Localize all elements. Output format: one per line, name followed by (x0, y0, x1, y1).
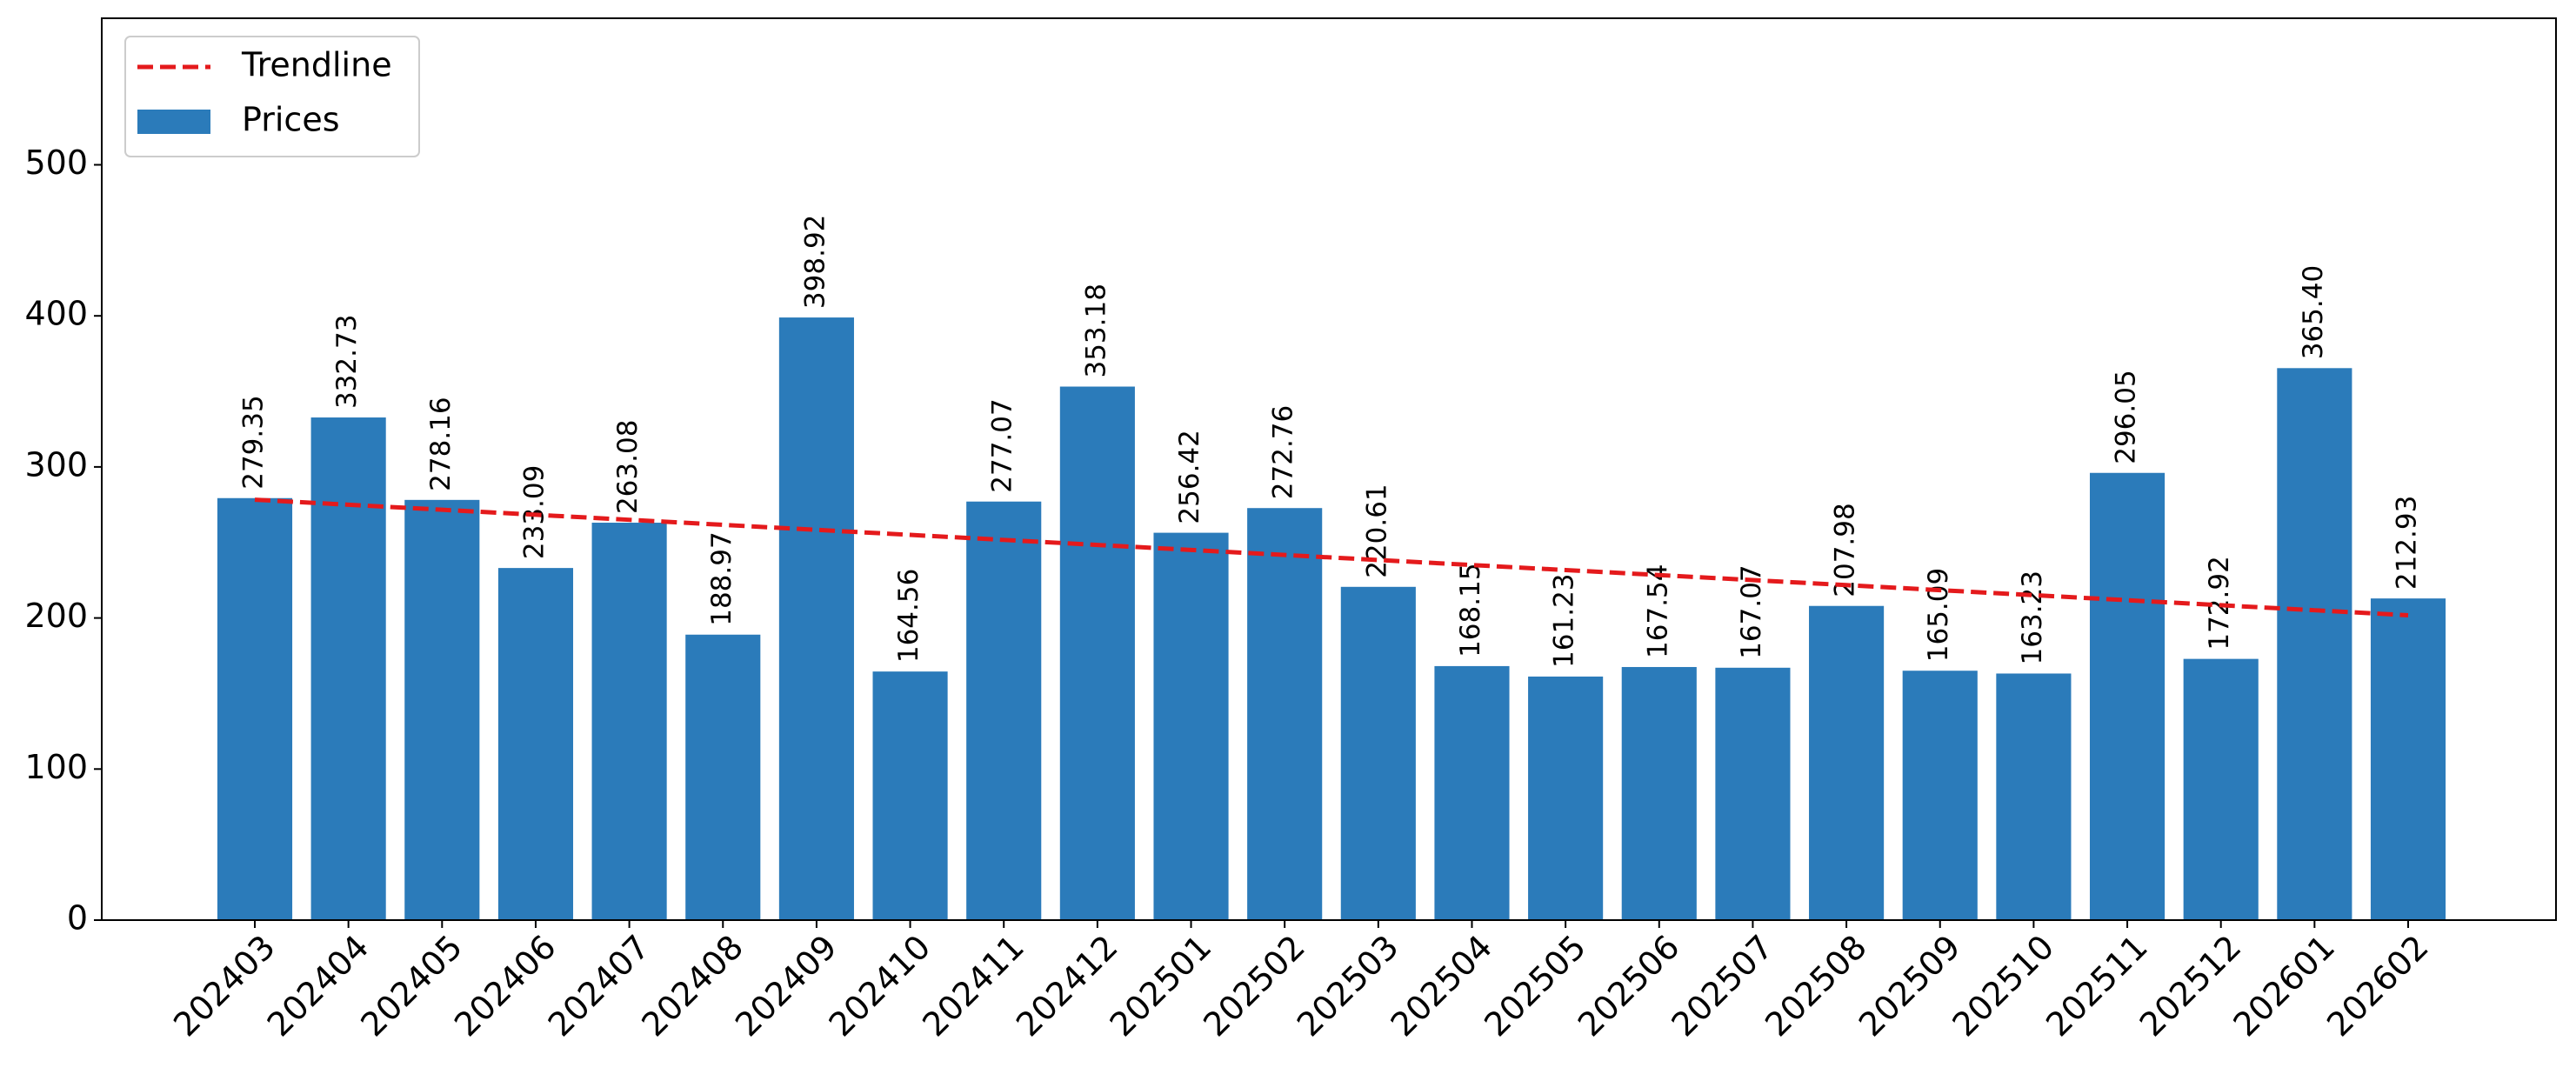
bar (1528, 676, 1604, 920)
x-tick-label: 202411 (915, 928, 1031, 1044)
value-label: 168.15 (1455, 563, 1486, 657)
value-label: 220.61 (1361, 484, 1392, 577)
x-tick-label: 202508 (1758, 928, 1874, 1044)
x-tick-label: 202410 (822, 928, 938, 1044)
bar (2277, 368, 2352, 920)
legend-label: Trendline (241, 46, 392, 84)
y-tick-label: 500 (24, 143, 88, 182)
value-label: 332.73 (331, 315, 363, 409)
bar (1059, 386, 1135, 920)
legend: Trendline Prices (124, 36, 420, 157)
bar (966, 501, 1042, 920)
bar (1809, 605, 1885, 920)
bar (1153, 532, 1229, 920)
bar (1621, 666, 1697, 920)
x-tick-label: 202403 (166, 928, 283, 1044)
x-tick-label: 202406 (447, 928, 564, 1044)
bar (310, 417, 386, 920)
x-tick-label: 202404 (260, 928, 377, 1044)
x-tick-label: 202405 (353, 928, 470, 1044)
bar (1247, 508, 1323, 920)
bar (2183, 658, 2259, 920)
x-tick-label: 202501 (1103, 928, 1219, 1044)
trendline (254, 497, 2409, 617)
x-tick-label: 202511 (2039, 928, 2155, 1044)
y-tick-label: 400 (24, 295, 88, 333)
value-label: 278.16 (425, 397, 457, 490)
value-label: 207.98 (1830, 503, 1861, 597)
bar (1996, 673, 2072, 920)
y-tick-label: 200 (24, 597, 88, 635)
legend-label: Prices (242, 101, 340, 139)
bar (1902, 671, 1978, 920)
bar (685, 634, 761, 920)
bar (1715, 667, 1791, 920)
value-label: 165.09 (1923, 568, 1954, 662)
x-tick-label: 202507 (1665, 928, 1781, 1044)
x-tick-label: 202506 (1571, 928, 1687, 1044)
legend-swatch (137, 110, 210, 134)
value-label: 272.76 (1268, 405, 1299, 499)
bar (591, 523, 667, 920)
bar (497, 568, 574, 920)
value-label: 212.93 (2392, 496, 2423, 590)
value-label: 398.92 (799, 215, 831, 309)
bar (2370, 598, 2446, 920)
value-label: 353.18 (1080, 284, 1111, 377)
value-label: 279.35 (238, 395, 270, 489)
y-tick-label: 0 (67, 899, 88, 938)
x-tick-label: 202412 (1009, 928, 1125, 1044)
x-tick-label: 202512 (2132, 928, 2249, 1044)
value-label: 163.23 (2017, 571, 2048, 664)
bar (217, 497, 293, 920)
x-tick-label: 202504 (1384, 928, 1500, 1044)
value-label: 167.54 (1642, 564, 1673, 657)
value-label: 256.42 (1174, 430, 1205, 524)
value-label: 161.23 (1549, 573, 1580, 667)
value-label: 233.09 (518, 465, 550, 559)
x-tick-label: 202502 (1196, 928, 1312, 1044)
bar (778, 317, 854, 920)
bar (404, 499, 480, 920)
x-tick-label: 202601 (2226, 928, 2342, 1044)
x-tick-label: 202510 (1945, 928, 2061, 1044)
x-tick-label: 202602 (2319, 928, 2436, 1044)
x-tick-label: 202407 (541, 928, 657, 1044)
y-tick-label: 100 (24, 748, 88, 786)
value-label: 263.08 (612, 420, 644, 514)
value-label: 164.56 (893, 569, 924, 663)
x-tick-label: 202505 (1477, 928, 1593, 1044)
x-tick-label: 202503 (1290, 928, 1406, 1044)
value-label: 365.40 (2298, 265, 2329, 359)
bar (2089, 472, 2166, 920)
x-tick-label: 202408 (634, 928, 751, 1044)
value-label: 277.07 (987, 398, 1018, 492)
plot-frame (101, 17, 2557, 921)
y-tick-label: 300 (24, 445, 88, 484)
x-tick-label: 202409 (728, 928, 844, 1044)
bar (872, 671, 948, 920)
x-tick-label: 202509 (1852, 928, 1968, 1044)
bar (1340, 586, 1416, 920)
value-label: 188.97 (706, 531, 737, 625)
value-label: 296.05 (2111, 370, 2142, 464)
bar (1434, 665, 1510, 920)
